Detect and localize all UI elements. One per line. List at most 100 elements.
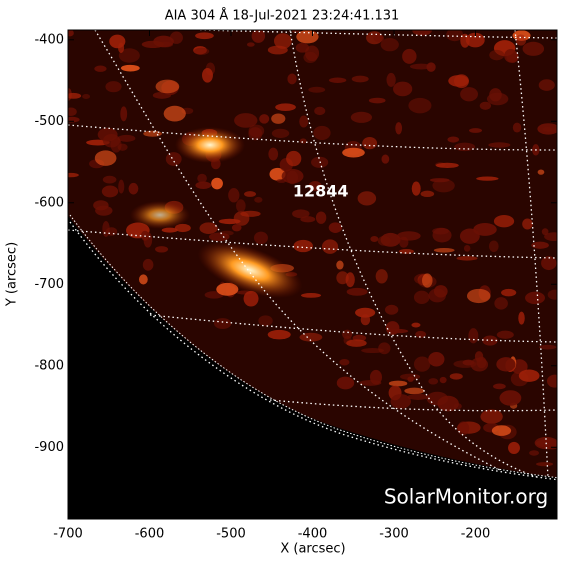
texture-blotch: [155, 79, 180, 94]
texture-blotch: [512, 122, 522, 133]
texture-blotch: [415, 330, 427, 338]
texture-blotch: [368, 97, 386, 104]
texture-blotch: [308, 86, 326, 93]
texture-blotch: [118, 179, 125, 194]
texture-blotch: [68, 30, 74, 37]
texture-blotch: [518, 369, 540, 382]
texture-blotch: [321, 239, 339, 254]
texture-blotch: [515, 34, 527, 46]
texture-blotch: [273, 33, 292, 49]
texture-blotch: [105, 227, 118, 236]
texture-blotch: [370, 236, 379, 242]
texture-blotch: [195, 32, 214, 40]
texture-blotch: [267, 45, 288, 55]
texture-blotch: [339, 358, 350, 366]
texture-blotch: [68, 107, 77, 116]
bright-region: [197, 242, 303, 298]
texture-blotch: [275, 103, 296, 111]
texture-blotch: [251, 30, 266, 43]
texture-blotch: [299, 138, 307, 144]
texture-blotch: [295, 42, 310, 53]
texture-blotch: [388, 380, 408, 387]
grid-line: [149, 314, 557, 343]
texture-blotch: [453, 403, 462, 410]
texture-blotch: [351, 75, 369, 83]
texture-blotch: [508, 441, 520, 455]
texture-blotch: [422, 273, 433, 288]
texture-blotch: [501, 288, 517, 297]
texture-blotch: [457, 421, 470, 436]
texture-blotch: [199, 222, 218, 234]
texture-blotch: [537, 123, 557, 135]
texture-blotch: [522, 41, 545, 56]
texture-blotch: [493, 215, 515, 228]
texture-blotch: [299, 332, 323, 342]
texture-blotch: [350, 111, 373, 123]
x-tick-label: -600: [135, 527, 165, 542]
texture-blotch: [384, 304, 399, 315]
texture-blotch: [300, 293, 322, 298]
texture-blotch: [496, 357, 516, 372]
texture-blotch: [234, 113, 258, 128]
texture-blotch: [390, 394, 411, 409]
texture-blotch: [381, 154, 390, 164]
texture-blotch: [468, 328, 479, 344]
texture-blotch: [385, 321, 400, 335]
texture-blotch: [308, 181, 322, 192]
texture-blotch: [531, 241, 549, 249]
image: [68, 30, 557, 519]
texture-blotch: [118, 42, 125, 54]
texture-blotch: [529, 450, 540, 456]
texture-blotch: [117, 134, 136, 142]
texture-blotch: [447, 136, 460, 143]
texture-blotch: [369, 369, 383, 385]
texture-blotch: [68, 172, 79, 178]
texture-blotch: [488, 240, 499, 253]
texture-blotch: [235, 199, 246, 213]
watermark: SolarMonitor.org: [384, 485, 548, 509]
texture-blotch: [537, 169, 545, 175]
texture-blotch: [231, 224, 242, 232]
texture-blotch: [491, 425, 512, 436]
texture-blotch: [193, 47, 210, 56]
texture-blotch: [496, 330, 514, 339]
texture-blotch: [377, 235, 391, 246]
texture-blotch: [97, 127, 118, 142]
texture-blotch: [462, 359, 475, 366]
texture-blotch: [408, 97, 432, 114]
texture-blotch: [433, 247, 455, 253]
texture-blotch: [240, 210, 261, 217]
texture-blotch: [362, 137, 378, 150]
y-axis-label: Y (arcsec): [5, 242, 20, 307]
texture-blotch: [411, 181, 421, 196]
texture-blotch: [276, 178, 287, 183]
x-tick-label: -300: [379, 527, 409, 542]
texture-blotch: [432, 227, 449, 235]
texture-blotch: [488, 142, 511, 148]
texture-blotch: [486, 92, 509, 106]
texture-blotch: [407, 393, 429, 400]
texture-blotch: [380, 38, 399, 52]
texture-blotch: [375, 269, 388, 284]
texture-blotch: [429, 178, 450, 183]
texture-blotch: [494, 297, 508, 310]
texture-blotch: [163, 105, 186, 122]
grid-line: [69, 221, 557, 481]
x-tick-label: -500: [216, 527, 246, 542]
texture-blotch: [292, 209, 310, 219]
y-tick-label: -400: [34, 32, 64, 47]
texture-blotch: [345, 272, 355, 288]
grid-line: [199, 30, 557, 39]
texture-blotch: [541, 256, 557, 271]
texture-blotch: [428, 352, 445, 367]
annotation: 12844: [293, 182, 349, 201]
texture-blotch: [267, 329, 291, 340]
texture-blotch: [402, 48, 417, 64]
texture-blotch: [544, 232, 557, 242]
texture-blotch: [269, 167, 286, 181]
texture-blotch: [413, 290, 430, 304]
texture-blotch: [254, 196, 263, 203]
x-tick-label: -400: [298, 527, 328, 542]
texture-blotch: [328, 222, 343, 233]
